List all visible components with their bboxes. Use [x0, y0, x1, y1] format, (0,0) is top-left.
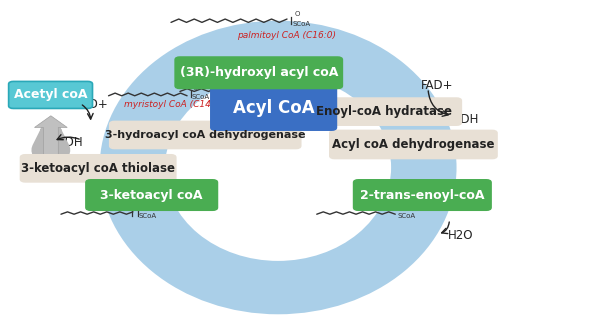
Text: palmitoyl CoA (C16:0): palmitoyl CoA (C16:0)	[238, 31, 337, 40]
Text: Acyl coA dehydrogenase: Acyl coA dehydrogenase	[332, 138, 494, 151]
Ellipse shape	[165, 74, 391, 261]
Text: O: O	[294, 11, 299, 17]
Text: O: O	[193, 85, 199, 91]
FancyBboxPatch shape	[306, 98, 461, 125]
FancyBboxPatch shape	[86, 180, 217, 210]
FancyBboxPatch shape	[330, 130, 497, 158]
FancyBboxPatch shape	[8, 81, 92, 109]
Text: O: O	[134, 204, 140, 210]
FancyBboxPatch shape	[175, 57, 343, 88]
Ellipse shape	[100, 21, 457, 314]
Text: 3-hydroacyl coA dehydrogenase: 3-hydroacyl coA dehydrogenase	[105, 130, 305, 140]
Text: SCoA: SCoA	[269, 90, 287, 96]
Text: SCoA: SCoA	[192, 94, 210, 100]
Text: SCoA: SCoA	[397, 213, 415, 219]
Text: FAD+: FAD+	[421, 79, 454, 92]
Text: 3-ketoacyl coA: 3-ketoacyl coA	[100, 189, 203, 202]
Text: myristoyl CoA (C14:0): myristoyl CoA (C14:0)	[124, 99, 224, 109]
Text: SCoA: SCoA	[138, 213, 157, 219]
Text: SCoA: SCoA	[293, 21, 311, 27]
Text: NADH: NADH	[49, 136, 83, 149]
Text: NAD+: NAD+	[73, 97, 109, 111]
Text: O: O	[274, 88, 279, 94]
Text: Enoyl-coA hydratase: Enoyl-coA hydratase	[316, 105, 452, 118]
Text: 2-trans-enoyl-coA: 2-trans-enoyl-coA	[360, 189, 485, 202]
FancyBboxPatch shape	[211, 86, 337, 130]
Text: H2O: H2O	[448, 229, 473, 243]
FancyBboxPatch shape	[110, 122, 301, 148]
FancyBboxPatch shape	[353, 180, 491, 210]
Text: (3R)-hydroxyl acyl coA: (3R)-hydroxyl acyl coA	[179, 66, 338, 79]
Text: Acetyl coA: Acetyl coA	[14, 88, 88, 102]
Text: FADH: FADH	[448, 113, 479, 126]
Text: 3-ketoacyl coA thiolase: 3-ketoacyl coA thiolase	[21, 162, 175, 175]
FancyArrow shape	[34, 116, 67, 156]
Text: OH: OH	[266, 84, 277, 90]
Text: Acyl CoA: Acyl CoA	[233, 99, 314, 117]
FancyBboxPatch shape	[20, 155, 176, 182]
